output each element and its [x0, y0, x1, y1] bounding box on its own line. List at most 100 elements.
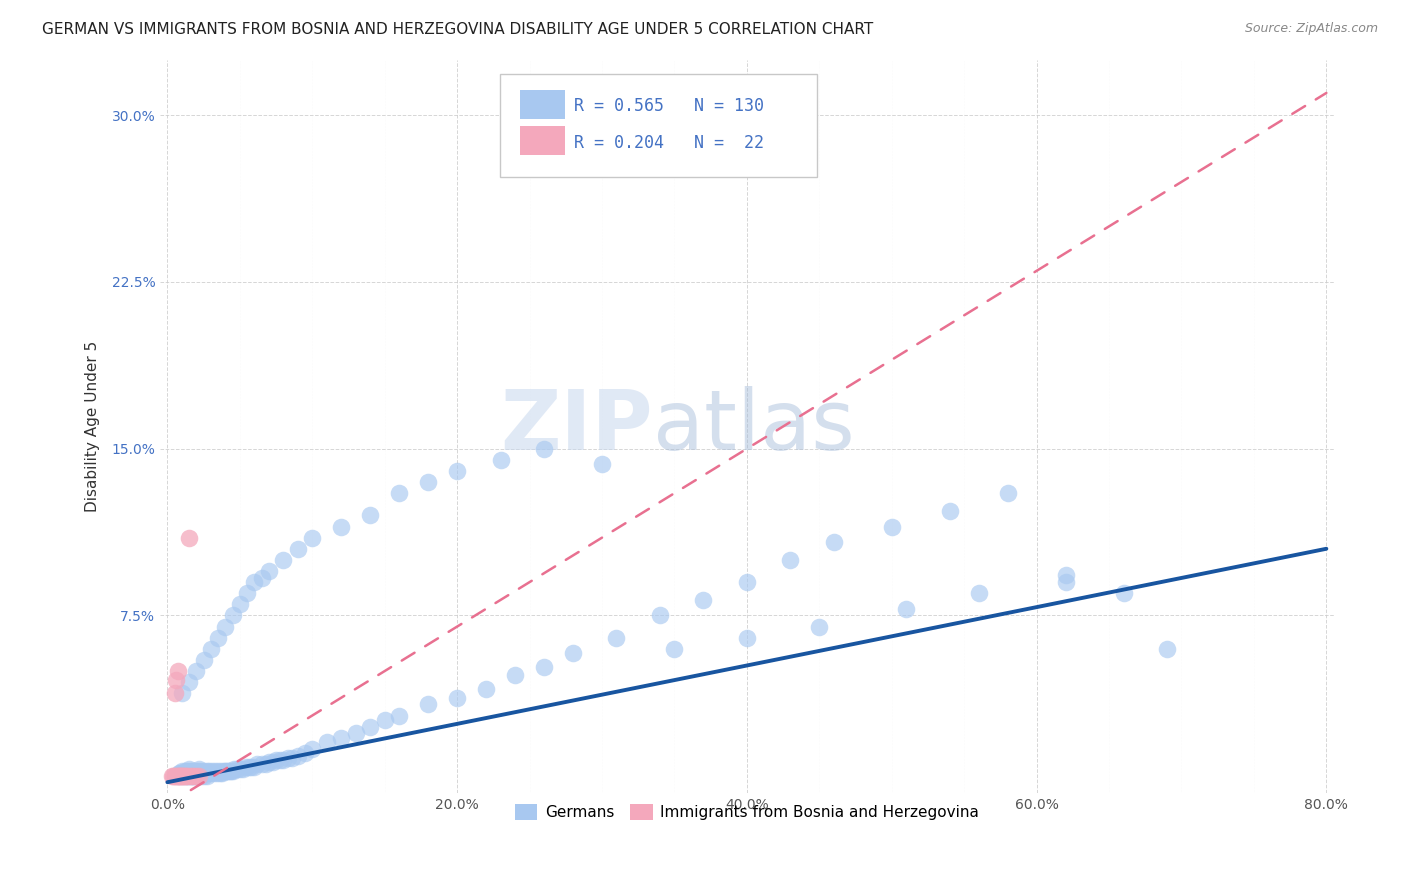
Point [664, 641, 686, 656]
Point [418, 475, 440, 489]
Point [204, 764, 226, 778]
Point [250, 757, 273, 772]
Point [967, 586, 990, 600]
Point [195, 764, 218, 778]
Point [823, 535, 845, 549]
Point [200, 641, 222, 656]
Point [222, 762, 245, 776]
Point [359, 720, 381, 734]
Point [170, 768, 193, 782]
Point [183, 764, 205, 778]
Point [179, 762, 201, 776]
Point [191, 766, 214, 780]
Point [287, 748, 309, 763]
Point [218, 764, 240, 778]
Point [174, 768, 197, 782]
Point [229, 762, 252, 776]
Point [163, 768, 186, 782]
Point [184, 764, 207, 778]
Point [446, 690, 468, 705]
Point [896, 602, 918, 616]
Point [197, 766, 219, 780]
Point [938, 504, 960, 518]
Point [1156, 641, 1178, 656]
Point [167, 768, 190, 782]
Point [180, 764, 202, 778]
Point [170, 768, 193, 782]
Point [176, 764, 198, 778]
Point [166, 664, 188, 678]
Point [330, 519, 353, 533]
Point [562, 646, 585, 660]
Point [214, 619, 236, 633]
Point [186, 768, 208, 782]
Point [215, 764, 238, 778]
Point [176, 768, 198, 782]
Point [236, 586, 259, 600]
Point [169, 768, 191, 782]
Point [692, 593, 714, 607]
Point [163, 768, 186, 782]
Point [193, 764, 215, 778]
Y-axis label: Disability Age Under 5: Disability Age Under 5 [86, 341, 100, 512]
Point [591, 457, 613, 471]
Point [194, 766, 217, 780]
Point [170, 768, 193, 782]
Point [166, 768, 188, 782]
Point [254, 757, 277, 772]
Point [418, 698, 440, 712]
Point [167, 766, 190, 780]
Point [167, 768, 190, 782]
Text: ZIP: ZIP [501, 386, 652, 467]
FancyBboxPatch shape [501, 74, 817, 177]
Point [173, 768, 195, 782]
Point [262, 756, 284, 770]
Point [172, 766, 194, 780]
Point [808, 619, 831, 633]
Point [374, 713, 396, 727]
Point [183, 768, 205, 782]
Point [205, 766, 228, 780]
Point [195, 768, 218, 782]
Point [193, 768, 215, 782]
Point [187, 768, 209, 782]
Point [257, 564, 280, 578]
Point [169, 766, 191, 780]
Point [186, 664, 208, 678]
Point [277, 751, 299, 765]
Point [238, 759, 260, 773]
Point [193, 653, 215, 667]
Point [188, 762, 211, 776]
Point [243, 575, 266, 590]
Point [246, 757, 269, 772]
Point [229, 598, 252, 612]
Point [269, 753, 291, 767]
Point [211, 766, 233, 780]
Point [250, 571, 273, 585]
Point [330, 731, 353, 745]
Point [287, 541, 309, 556]
Point [200, 766, 222, 780]
Point [648, 608, 671, 623]
Point [188, 768, 211, 782]
Point [219, 764, 242, 778]
Point [207, 764, 229, 778]
Point [201, 764, 224, 778]
Point [217, 764, 239, 778]
Point [198, 764, 221, 778]
Point [172, 768, 194, 782]
Point [162, 768, 184, 782]
Point [173, 764, 195, 778]
Point [184, 768, 207, 782]
Point [271, 753, 294, 767]
Point [174, 764, 197, 778]
Point [344, 726, 367, 740]
Point [208, 766, 231, 780]
Point [388, 486, 411, 500]
Point [232, 762, 254, 776]
Point [179, 675, 201, 690]
Point [212, 764, 235, 778]
Point [315, 735, 337, 749]
Point [174, 768, 197, 782]
Point [207, 631, 229, 645]
